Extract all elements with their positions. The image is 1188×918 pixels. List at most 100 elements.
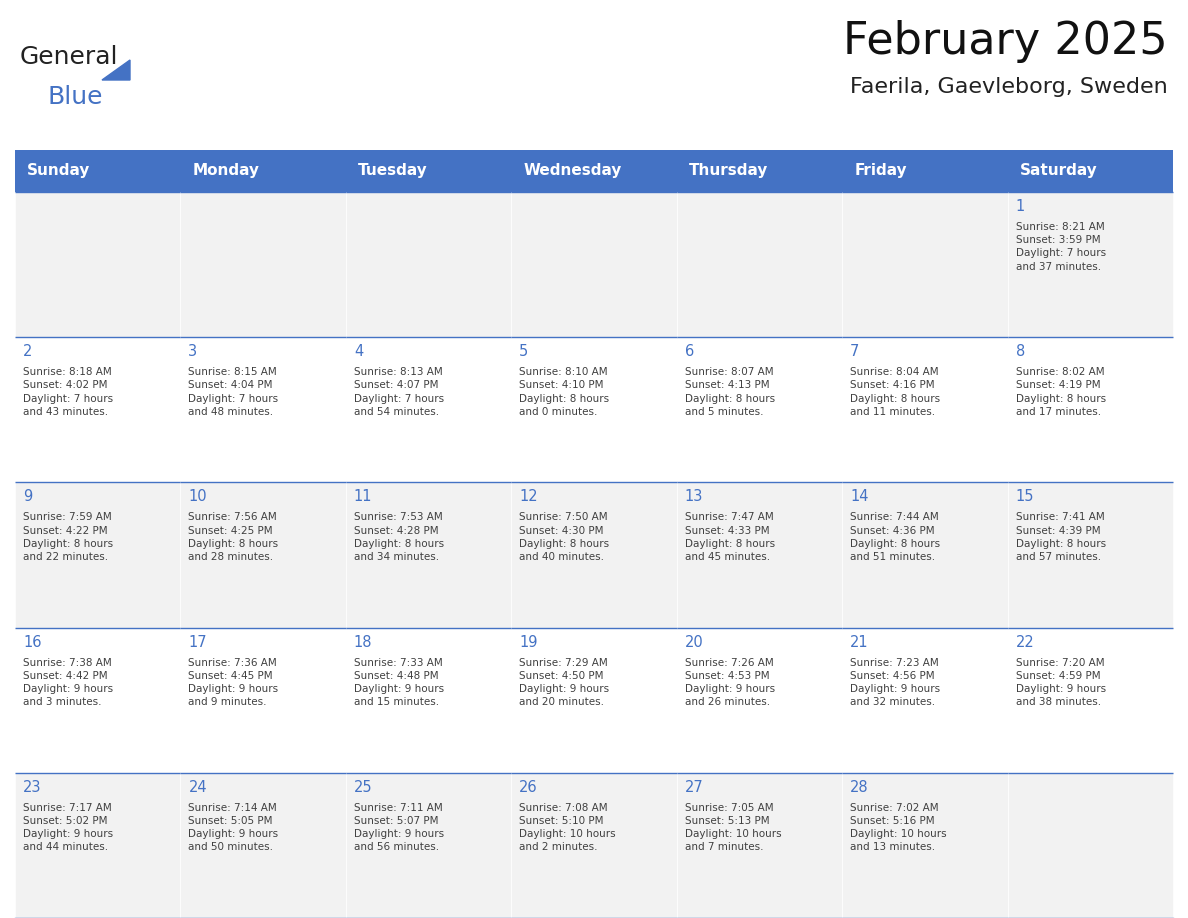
FancyBboxPatch shape [181, 150, 346, 192]
Text: Thursday: Thursday [689, 163, 769, 178]
Text: Friday: Friday [854, 163, 906, 178]
Text: 3: 3 [189, 344, 197, 359]
Text: Sunrise: 8:13 AM
Sunset: 4:07 PM
Daylight: 7 hours
and 54 minutes.: Sunrise: 8:13 AM Sunset: 4:07 PM Dayligh… [354, 367, 444, 417]
FancyBboxPatch shape [842, 337, 1007, 482]
Polygon shape [102, 60, 129, 80]
FancyBboxPatch shape [346, 773, 511, 918]
Text: 12: 12 [519, 489, 538, 504]
Text: 28: 28 [851, 779, 868, 795]
Text: 18: 18 [354, 634, 372, 650]
Text: Sunrise: 8:21 AM
Sunset: 3:59 PM
Daylight: 7 hours
and 37 minutes.: Sunrise: 8:21 AM Sunset: 3:59 PM Dayligh… [1016, 222, 1106, 272]
Text: 11: 11 [354, 489, 372, 504]
Text: Sunrise: 7:02 AM
Sunset: 5:16 PM
Daylight: 10 hours
and 13 minutes.: Sunrise: 7:02 AM Sunset: 5:16 PM Dayligh… [851, 803, 947, 853]
FancyBboxPatch shape [511, 482, 677, 628]
Text: 1: 1 [1016, 199, 1025, 214]
FancyBboxPatch shape [677, 482, 842, 628]
FancyBboxPatch shape [511, 150, 677, 192]
FancyBboxPatch shape [842, 773, 1007, 918]
FancyBboxPatch shape [181, 628, 346, 773]
Text: 16: 16 [23, 634, 42, 650]
Text: Wednesday: Wednesday [523, 163, 621, 178]
Text: Sunrise: 8:02 AM
Sunset: 4:19 PM
Daylight: 8 hours
and 17 minutes.: Sunrise: 8:02 AM Sunset: 4:19 PM Dayligh… [1016, 367, 1106, 417]
Text: Monday: Monday [192, 163, 259, 178]
FancyBboxPatch shape [1007, 773, 1173, 918]
Text: 27: 27 [684, 779, 703, 795]
Text: 17: 17 [189, 634, 207, 650]
Text: Blue: Blue [48, 85, 103, 109]
Text: Sunrise: 7:38 AM
Sunset: 4:42 PM
Daylight: 9 hours
and 3 minutes.: Sunrise: 7:38 AM Sunset: 4:42 PM Dayligh… [23, 657, 113, 707]
Text: Sunrise: 8:10 AM
Sunset: 4:10 PM
Daylight: 8 hours
and 0 minutes.: Sunrise: 8:10 AM Sunset: 4:10 PM Dayligh… [519, 367, 609, 417]
Text: 10: 10 [189, 489, 207, 504]
Text: 9: 9 [23, 489, 32, 504]
Text: 15: 15 [1016, 489, 1034, 504]
Text: 23: 23 [23, 779, 42, 795]
Text: Sunrise: 7:20 AM
Sunset: 4:59 PM
Daylight: 9 hours
and 38 minutes.: Sunrise: 7:20 AM Sunset: 4:59 PM Dayligh… [1016, 657, 1106, 707]
FancyBboxPatch shape [1007, 337, 1173, 482]
Text: February 2025: February 2025 [843, 20, 1168, 63]
Text: 13: 13 [684, 489, 703, 504]
Text: 7: 7 [851, 344, 859, 359]
FancyBboxPatch shape [677, 150, 842, 192]
Text: 26: 26 [519, 779, 538, 795]
Text: Sunrise: 7:47 AM
Sunset: 4:33 PM
Daylight: 8 hours
and 45 minutes.: Sunrise: 7:47 AM Sunset: 4:33 PM Dayligh… [684, 512, 775, 562]
Text: Sunrise: 7:14 AM
Sunset: 5:05 PM
Daylight: 9 hours
and 50 minutes.: Sunrise: 7:14 AM Sunset: 5:05 PM Dayligh… [189, 803, 278, 853]
Text: 22: 22 [1016, 634, 1035, 650]
Text: 4: 4 [354, 344, 364, 359]
FancyBboxPatch shape [346, 192, 511, 337]
Text: Sunrise: 7:11 AM
Sunset: 5:07 PM
Daylight: 9 hours
and 56 minutes.: Sunrise: 7:11 AM Sunset: 5:07 PM Dayligh… [354, 803, 444, 853]
FancyBboxPatch shape [15, 482, 181, 628]
Text: Sunrise: 7:23 AM
Sunset: 4:56 PM
Daylight: 9 hours
and 32 minutes.: Sunrise: 7:23 AM Sunset: 4:56 PM Dayligh… [851, 657, 940, 707]
Text: Sunrise: 7:17 AM
Sunset: 5:02 PM
Daylight: 9 hours
and 44 minutes.: Sunrise: 7:17 AM Sunset: 5:02 PM Dayligh… [23, 803, 113, 853]
FancyBboxPatch shape [346, 337, 511, 482]
Text: 21: 21 [851, 634, 868, 650]
Text: Sunrise: 7:08 AM
Sunset: 5:10 PM
Daylight: 10 hours
and 2 minutes.: Sunrise: 7:08 AM Sunset: 5:10 PM Dayligh… [519, 803, 615, 853]
Text: 2: 2 [23, 344, 32, 359]
Text: Tuesday: Tuesday [358, 163, 428, 178]
FancyBboxPatch shape [677, 628, 842, 773]
Text: 20: 20 [684, 634, 703, 650]
Text: Sunrise: 7:41 AM
Sunset: 4:39 PM
Daylight: 8 hours
and 57 minutes.: Sunrise: 7:41 AM Sunset: 4:39 PM Dayligh… [1016, 512, 1106, 562]
FancyBboxPatch shape [346, 482, 511, 628]
Text: 14: 14 [851, 489, 868, 504]
FancyBboxPatch shape [1007, 192, 1173, 337]
FancyBboxPatch shape [181, 482, 346, 628]
FancyBboxPatch shape [511, 337, 677, 482]
Text: Sunrise: 7:44 AM
Sunset: 4:36 PM
Daylight: 8 hours
and 51 minutes.: Sunrise: 7:44 AM Sunset: 4:36 PM Dayligh… [851, 512, 940, 562]
Text: Sunrise: 8:18 AM
Sunset: 4:02 PM
Daylight: 7 hours
and 43 minutes.: Sunrise: 8:18 AM Sunset: 4:02 PM Dayligh… [23, 367, 113, 417]
FancyBboxPatch shape [511, 628, 677, 773]
Text: 25: 25 [354, 779, 373, 795]
Text: Sunrise: 7:05 AM
Sunset: 5:13 PM
Daylight: 10 hours
and 7 minutes.: Sunrise: 7:05 AM Sunset: 5:13 PM Dayligh… [684, 803, 782, 853]
FancyBboxPatch shape [511, 192, 677, 337]
FancyBboxPatch shape [181, 192, 346, 337]
Text: 8: 8 [1016, 344, 1025, 359]
FancyBboxPatch shape [842, 482, 1007, 628]
FancyBboxPatch shape [677, 192, 842, 337]
Text: Sunrise: 7:26 AM
Sunset: 4:53 PM
Daylight: 9 hours
and 26 minutes.: Sunrise: 7:26 AM Sunset: 4:53 PM Dayligh… [684, 657, 775, 707]
FancyBboxPatch shape [842, 192, 1007, 337]
FancyBboxPatch shape [1007, 628, 1173, 773]
Text: Faerila, Gaevleborg, Sweden: Faerila, Gaevleborg, Sweden [851, 77, 1168, 97]
FancyBboxPatch shape [1007, 150, 1173, 192]
FancyBboxPatch shape [15, 773, 181, 918]
Text: Sunrise: 7:29 AM
Sunset: 4:50 PM
Daylight: 9 hours
and 20 minutes.: Sunrise: 7:29 AM Sunset: 4:50 PM Dayligh… [519, 657, 609, 707]
FancyBboxPatch shape [15, 192, 181, 337]
FancyBboxPatch shape [181, 773, 346, 918]
Text: Sunrise: 7:56 AM
Sunset: 4:25 PM
Daylight: 8 hours
and 28 minutes.: Sunrise: 7:56 AM Sunset: 4:25 PM Dayligh… [189, 512, 278, 562]
Text: Sunrise: 8:15 AM
Sunset: 4:04 PM
Daylight: 7 hours
and 48 minutes.: Sunrise: 8:15 AM Sunset: 4:04 PM Dayligh… [189, 367, 278, 417]
Text: Sunrise: 7:50 AM
Sunset: 4:30 PM
Daylight: 8 hours
and 40 minutes.: Sunrise: 7:50 AM Sunset: 4:30 PM Dayligh… [519, 512, 609, 562]
Text: 19: 19 [519, 634, 538, 650]
Text: 6: 6 [684, 344, 694, 359]
Text: 24: 24 [189, 779, 207, 795]
Text: Sunrise: 7:36 AM
Sunset: 4:45 PM
Daylight: 9 hours
and 9 minutes.: Sunrise: 7:36 AM Sunset: 4:45 PM Dayligh… [189, 657, 278, 707]
FancyBboxPatch shape [15, 150, 181, 192]
FancyBboxPatch shape [511, 773, 677, 918]
FancyBboxPatch shape [1007, 482, 1173, 628]
FancyBboxPatch shape [15, 337, 181, 482]
Text: 5: 5 [519, 344, 529, 359]
Text: Sunday: Sunday [27, 163, 90, 178]
FancyBboxPatch shape [677, 337, 842, 482]
FancyBboxPatch shape [346, 628, 511, 773]
Text: Sunrise: 7:53 AM
Sunset: 4:28 PM
Daylight: 8 hours
and 34 minutes.: Sunrise: 7:53 AM Sunset: 4:28 PM Dayligh… [354, 512, 444, 562]
FancyBboxPatch shape [677, 773, 842, 918]
FancyBboxPatch shape [842, 150, 1007, 192]
